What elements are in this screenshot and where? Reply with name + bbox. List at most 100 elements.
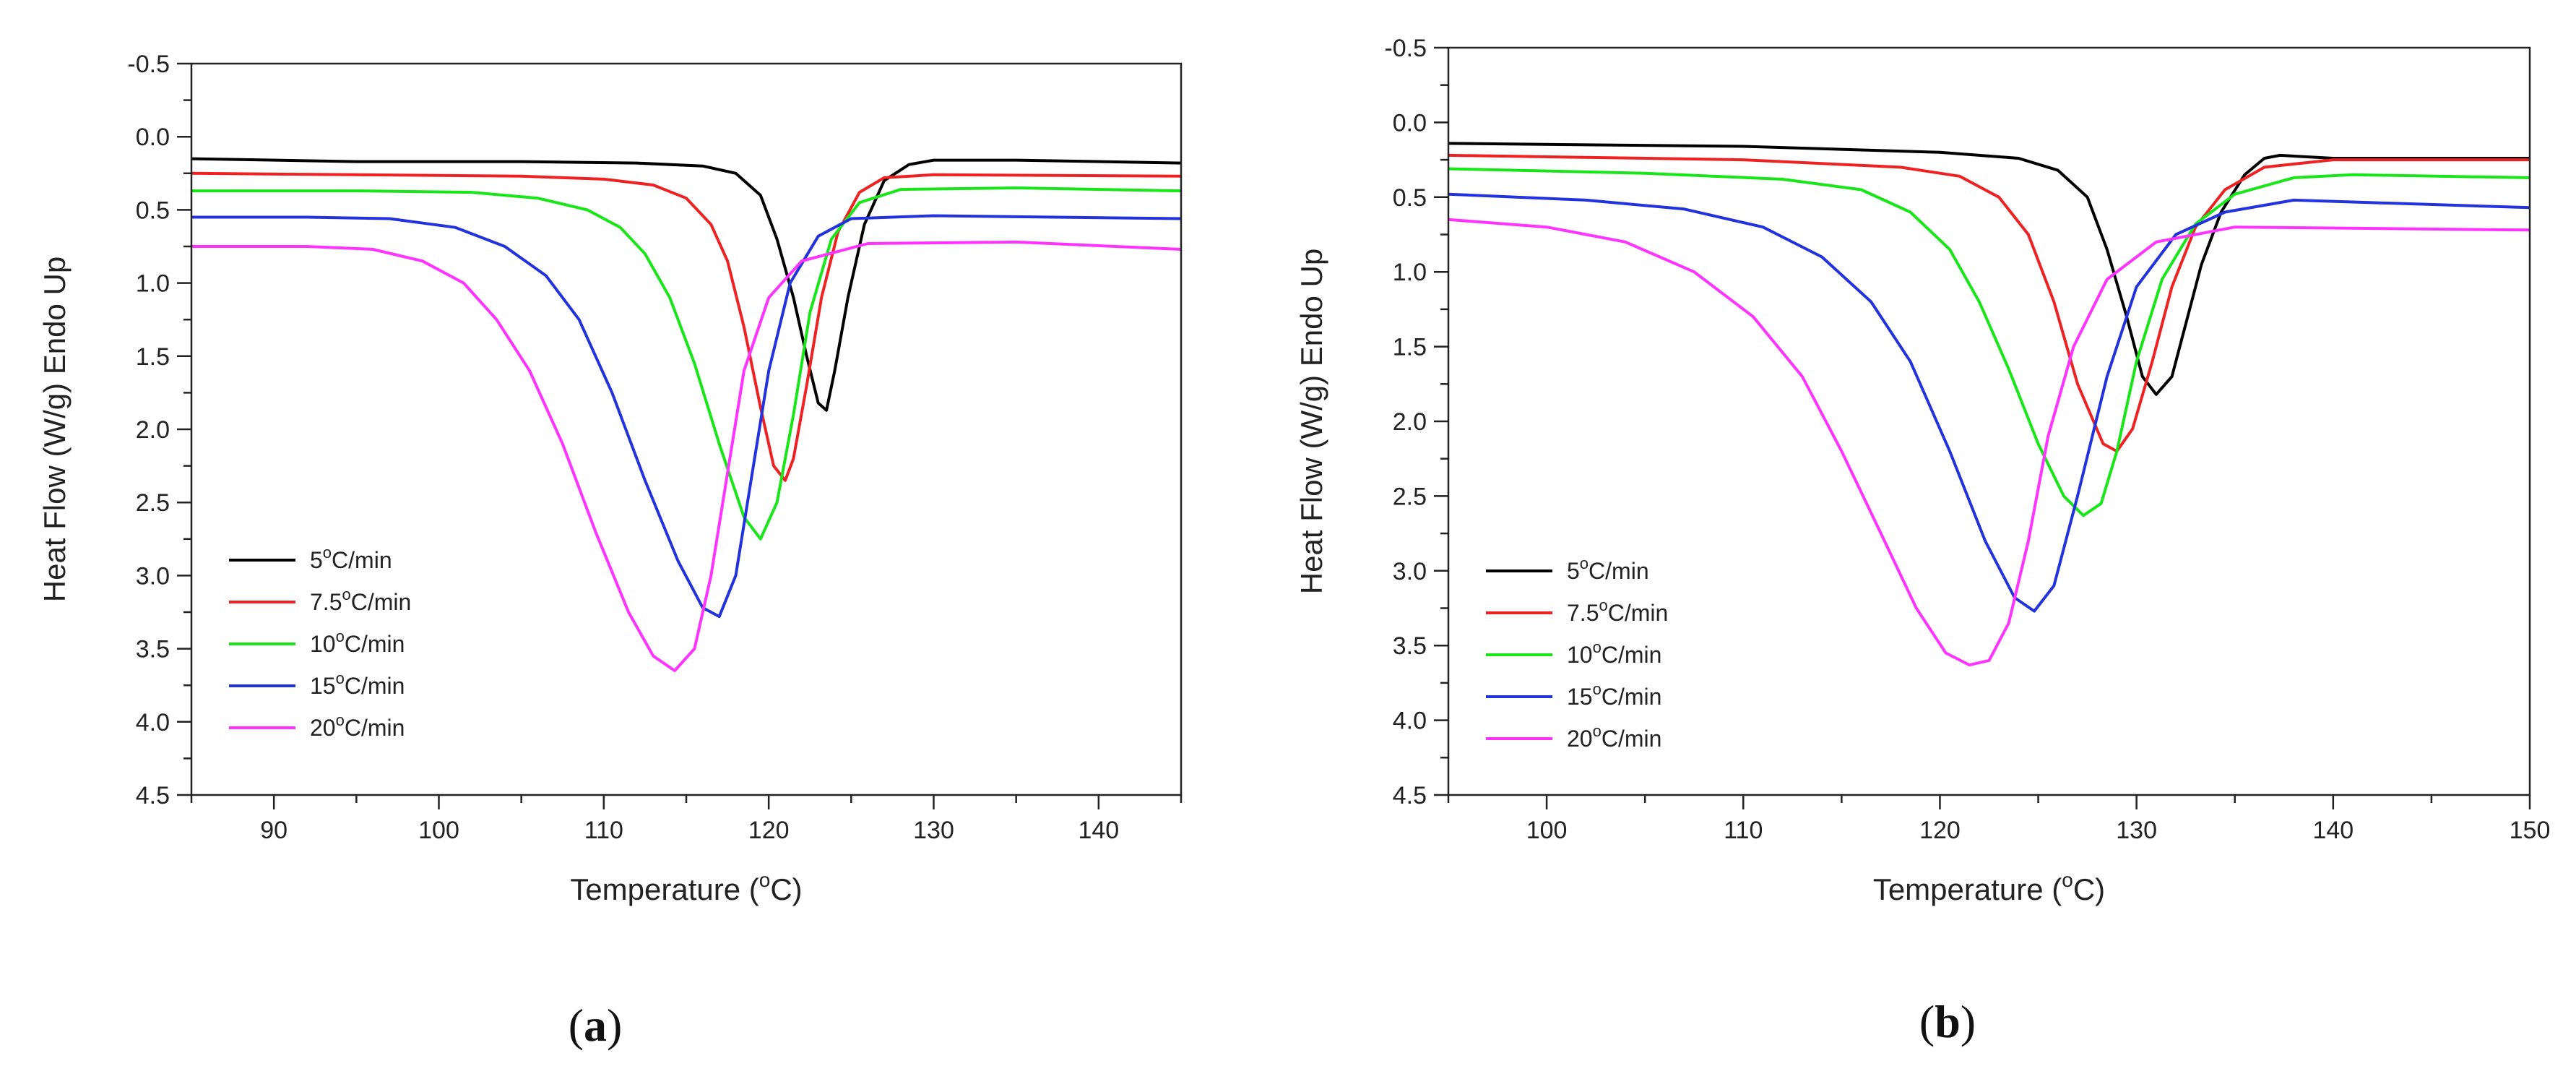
- legend-label-degree: o: [1593, 680, 1602, 698]
- series-line-15: [191, 214, 1181, 619]
- legend-label-number: 20: [310, 715, 336, 741]
- y-tick-label: 0.0: [1393, 109, 1427, 137]
- panel-label-close: ): [1961, 996, 1976, 1047]
- x-axis-title-text: Temperature (: [1873, 872, 2062, 906]
- legend-label-unit: C/min: [1608, 600, 1669, 626]
- y-tick-label: 0.5: [1393, 184, 1427, 212]
- legend-label: 15oC/min: [310, 669, 405, 699]
- series-line-15: [1448, 192, 2530, 613]
- legend-label-number: 10: [310, 631, 336, 657]
- y-tick-label: 0.5: [136, 197, 170, 224]
- y-tick-label: 4.0: [1393, 708, 1427, 735]
- series-line-7_5: [191, 171, 1181, 482]
- series-group: [1448, 142, 2530, 667]
- x-axis-title-degree: o: [759, 869, 771, 891]
- y-axis-title: Heat Flow (W/g) Endo Up: [1295, 249, 1328, 595]
- legend-label-unit: C/min: [1602, 684, 1662, 710]
- panel-label-open: (: [569, 1000, 584, 1051]
- x-tick-label: 140: [2312, 817, 2354, 844]
- panel-label-close: ): [607, 1000, 622, 1051]
- legend-label-degree: o: [1593, 722, 1602, 740]
- legend-label-degree: o: [1593, 638, 1602, 656]
- x-axis-title-unit: C): [770, 872, 802, 906]
- legend-label-unit: C/min: [345, 673, 405, 699]
- x-tick-label: 130: [913, 817, 954, 844]
- legend-label: 7.5oC/min: [1567, 596, 1668, 626]
- y-tick-label: 1.0: [136, 270, 170, 298]
- legend-label-degree: o: [336, 669, 345, 687]
- y-tick-label: 3.0: [136, 562, 170, 590]
- x-tick-label: 90: [260, 817, 288, 844]
- series-line-7_5: [1448, 153, 2530, 453]
- x-axis-title: Temperature (oC): [1873, 869, 2105, 906]
- y-tick-label: 0.0: [136, 124, 170, 151]
- series-line-10: [1448, 167, 2530, 517]
- panel-label-open: (: [1919, 996, 1935, 1047]
- legend-label-unit: C/min: [1589, 558, 1649, 584]
- panel-label: (a): [569, 1000, 623, 1051]
- legend-label: 5oC/min: [310, 543, 392, 573]
- legend-label-number: 7.5: [1567, 600, 1599, 626]
- y-tick-label: 3.5: [136, 636, 170, 663]
- legend-label: 15oC/min: [1567, 680, 1661, 710]
- legend-label-number: 10: [1567, 642, 1593, 668]
- series-line-10: [191, 186, 1181, 541]
- x-tick-label: 110: [584, 817, 623, 844]
- legend-label-unit: C/min: [345, 631, 405, 657]
- x-tick-label: 100: [1526, 817, 1568, 844]
- series-line-20: [1448, 218, 2530, 667]
- y-tick-label: 2.0: [136, 416, 170, 444]
- legend-label-number: 15: [310, 673, 336, 699]
- legend-label: 7.5oC/min: [310, 585, 411, 615]
- y-tick-label: 1.5: [1393, 334, 1427, 361]
- legend-label-number: 20: [1567, 726, 1593, 752]
- legend-label: 5oC/min: [1567, 554, 1649, 584]
- legend-label-unit: C/min: [345, 715, 405, 741]
- x-tick-label: 150: [2510, 817, 2551, 844]
- y-axis-title: Heat Flow (W/g) Endo Up: [38, 257, 72, 603]
- panel-label-letter: b: [1935, 996, 1961, 1047]
- legend-label-degree: o: [1580, 554, 1589, 572]
- legend-label-degree: o: [342, 585, 350, 603]
- series-line-20: [191, 240, 1181, 672]
- legend-label-degree: o: [1599, 596, 1607, 614]
- legend-label-number: 7.5: [310, 589, 342, 615]
- panel-b: 100 110 120 130 140 150 -0.5 0.0 0.5 1.0 1.5 2.0 2.5…: [1295, 35, 2550, 1047]
- y-tick-label: 4.0: [136, 709, 170, 736]
- legend-label-number: 5: [310, 547, 323, 573]
- legend-label: 10oC/min: [1567, 638, 1661, 668]
- y-tick-label: 3.0: [1393, 558, 1427, 585]
- x-tick-label: 130: [2116, 817, 2157, 844]
- x-axis-title: Temperature (oC): [570, 869, 802, 906]
- legend-label-unit: C/min: [332, 547, 392, 573]
- x-tick-label: 100: [418, 817, 459, 844]
- legend-label-number: 5: [1567, 558, 1580, 584]
- y-tick-label: 4.5: [136, 782, 170, 809]
- y-tick-label: 2.5: [1393, 483, 1427, 510]
- panel-a: 90 100 110 120 130 140 -0.5 0.0 0.5 1.0 1.5 2.0 2.5 3…: [38, 51, 1183, 1051]
- series-line-5: [1448, 142, 2530, 396]
- y-tick-label: 4.5: [1393, 782, 1427, 809]
- legend-label-degree: o: [336, 627, 345, 645]
- legend-label-unit: C/min: [1602, 642, 1662, 668]
- legend-label: 10oC/min: [310, 627, 405, 657]
- y-tick-label: 3.5: [1393, 632, 1427, 660]
- series-group: [191, 157, 1181, 672]
- y-tick-label: 1.5: [136, 343, 170, 371]
- y-tick-label: -0.5: [127, 51, 170, 78]
- series-line-5: [191, 157, 1181, 412]
- panel-label: (b): [1919, 996, 1976, 1047]
- x-tick-label: 120: [1919, 817, 1961, 844]
- y-tick-label: 2.0: [1393, 408, 1427, 436]
- legend-label-unit: C/min: [1602, 726, 1662, 752]
- legend-label-number: 15: [1567, 684, 1593, 710]
- x-axis-title-text: Temperature (: [570, 872, 758, 906]
- panel-label-letter: a: [584, 1000, 607, 1051]
- legend-label: 20oC/min: [310, 711, 405, 741]
- legend-label-degree: o: [336, 711, 345, 729]
- y-tick-label: 1.0: [1393, 259, 1427, 286]
- x-tick-label: 140: [1078, 817, 1119, 844]
